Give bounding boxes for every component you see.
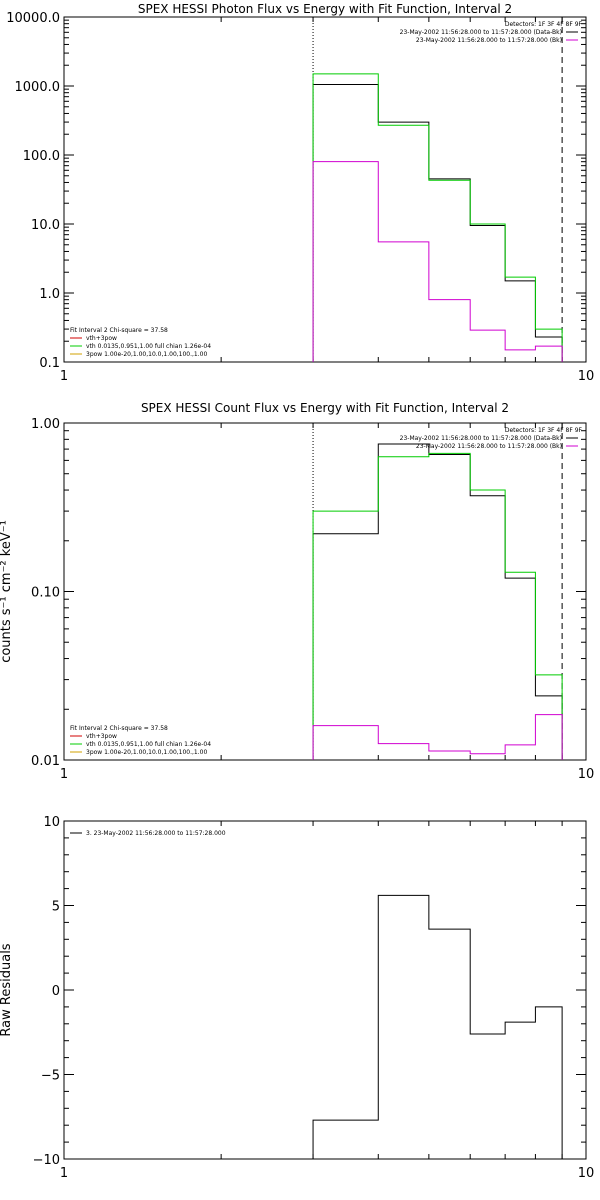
series-1-step [312, 894, 563, 1159]
y-tick-label: 10.0 [31, 218, 60, 233]
x-tick-label: 1 [60, 369, 68, 384]
series-3-step [312, 161, 563, 362]
legend-entry: vth 0.0135,0.951,1.00 full chian 1.26e-0… [86, 343, 211, 350]
legend-entry: vth 0.0135,0.951,1.00 full chian 1.26e-0… [86, 741, 211, 748]
series-1-step [312, 443, 563, 760]
legend-entry: 23-May-2002 11:56:28.000 to 11:57:28.000… [400, 435, 562, 442]
legend-entry: vth+3pow [86, 733, 117, 740]
y-tick-label: 5 [52, 900, 60, 915]
legend-entry: 3pow 1.00e-20,1.00,10.0,1.00,100.,1.00 [86, 351, 207, 358]
legend-entry: 23-May-2002 11:56:28.000 to 11:57:28.000… [416, 37, 562, 44]
plot-frame [63, 422, 587, 761]
legend-entry: Detectors: 1F 3F 4F 8F 9F [505, 427, 583, 434]
x-tick-label: 10 [578, 369, 595, 384]
legend-entry: Fit Interval 2 Chi-square = 37.58 [70, 327, 168, 334]
y-axis-label: Raw Residuals [0, 943, 14, 1036]
series-3-step [312, 714, 563, 760]
x-tick-label: 1 [60, 1166, 68, 1181]
legend-entry: 3pow 1.00e-20,1.00,10.0,1.00,100.,1.00 [86, 749, 207, 756]
x-tick-label: 10 [578, 1166, 595, 1181]
legend-entry: 3. 23-May-2002 11:56:28.000 to 11:57:28.… [86, 830, 226, 837]
chart-title: SPEX HESSI Count Flux vs Energy with Fit… [141, 401, 509, 415]
legend-entry: 23-May-2002 11:56:28.000 to 11:57:28.000… [416, 443, 562, 450]
legend-entry: Detectors: 1F 3F 4F 8F 9F [505, 21, 583, 28]
y-tick-label: 1.00 [31, 417, 60, 432]
series-1-step [312, 84, 563, 362]
chart-title: SPEX HESSI Photon Flux vs Energy with Fi… [138, 2, 512, 16]
y-tick-label: 0.01 [31, 754, 60, 769]
legend-entry: 23-May-2002 11:56:28.000 to 11:57:28.000… [400, 29, 562, 36]
series-2-step [312, 452, 563, 760]
y-tick-label: 10 [43, 815, 60, 830]
y-tick-label: 10000.0 [6, 11, 60, 26]
plot-frame [63, 820, 587, 1160]
plot-frame [63, 16, 587, 363]
legend-entry: Fit Interval 2 Chi-square = 37.58 [70, 725, 168, 732]
chart-panel-2: SPEX HESSI Count Flux vs Energy with Fit… [0, 401, 594, 782]
y-tick-label: −5 [41, 1069, 60, 1084]
y-tick-label: 1000.0 [15, 80, 61, 95]
y-axis-label: counts s⁻¹ cm⁻² keV⁻¹ [0, 520, 14, 663]
legend-entry: vth+3pow [86, 335, 117, 342]
y-tick-label: 100.0 [23, 149, 60, 164]
x-tick-label: 1 [60, 767, 68, 782]
x-tick-label: 10 [578, 767, 595, 782]
series-2-step [312, 73, 563, 362]
y-tick-label: 0.1 [39, 356, 60, 371]
y-tick-label: 0.10 [31, 586, 60, 601]
chart-panel-3: 1 10 10 5 0 −5 −10 Raw Residuals 3. 23-May-2002 … [0, 815, 594, 1181]
y-tick-label: 0 [52, 984, 60, 999]
y-tick-label: 1.0 [39, 287, 60, 302]
y-tick-label: −10 [33, 1153, 60, 1168]
chart-panel-1: SPEX HESSI Photon Flux vs Energy with Fi… [6, 2, 594, 384]
